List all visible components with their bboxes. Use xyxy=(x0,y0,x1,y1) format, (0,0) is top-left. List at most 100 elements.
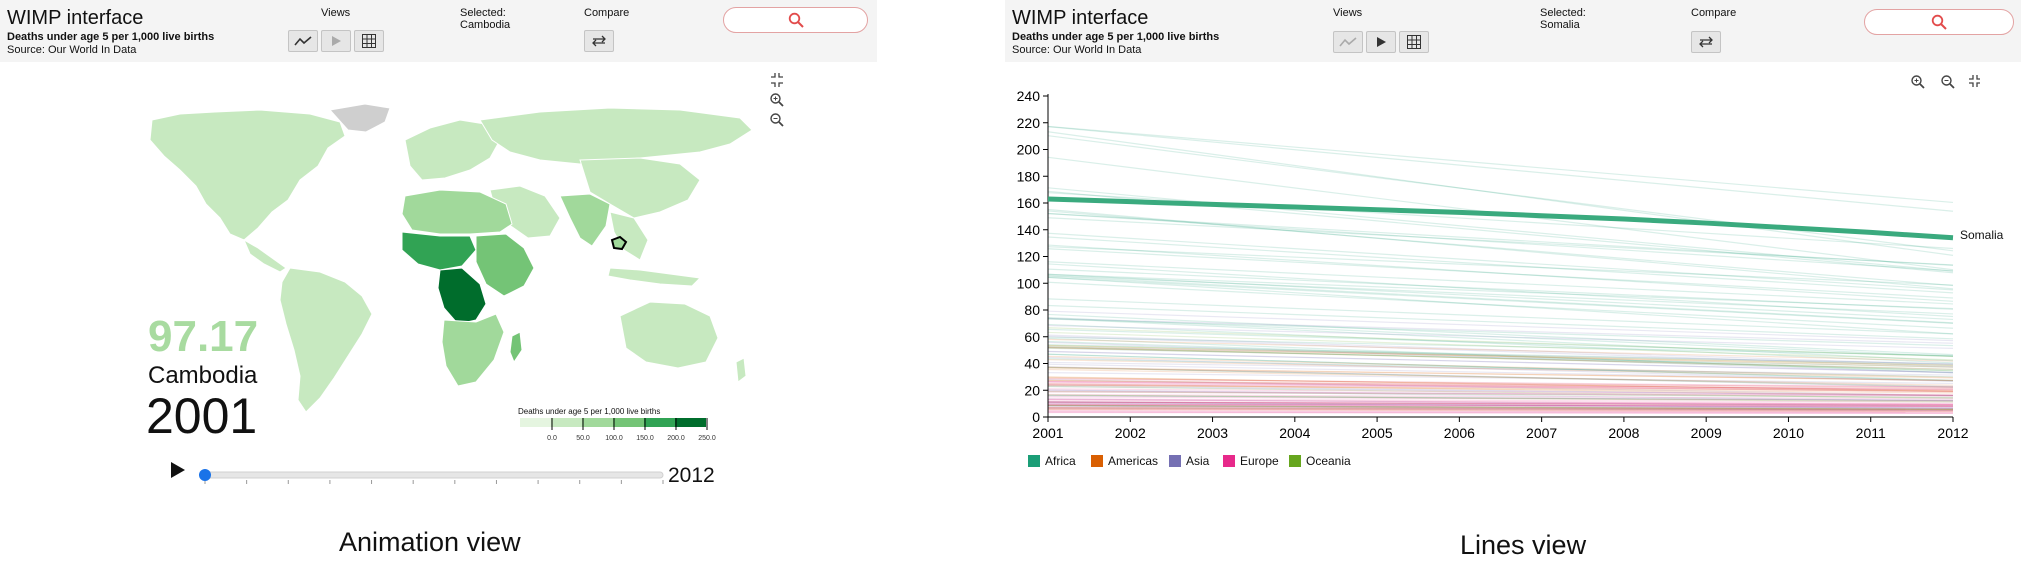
map-south-america[interactable] xyxy=(279,267,373,413)
selected-label: Selected: xyxy=(460,7,506,19)
lines-view-button[interactable] xyxy=(1333,31,1363,53)
y-tick-label: 200 xyxy=(1017,142,1041,158)
map-east-asia[interactable] xyxy=(579,157,701,219)
country-line xyxy=(1047,344,1954,368)
map-legend-tick-label: 50.0 xyxy=(576,435,590,442)
x-tick-label: 2003 xyxy=(1197,425,1228,441)
map-australia[interactable] xyxy=(619,301,719,369)
map-new-zealand[interactable] xyxy=(735,357,747,383)
zoom-in-icon[interactable] xyxy=(770,93,784,107)
map-north-america[interactable] xyxy=(149,109,346,241)
current-country: Cambodia xyxy=(148,362,258,389)
country-line xyxy=(1047,385,1954,399)
country-line xyxy=(1047,380,1954,393)
country-line xyxy=(1047,383,1954,390)
views-label: Views xyxy=(1333,7,1363,19)
legend-swatch xyxy=(1289,455,1301,467)
slider-track[interactable] xyxy=(204,471,664,479)
map-west-africa[interactable] xyxy=(401,231,477,271)
x-tick-label: 2007 xyxy=(1526,425,1557,441)
map-east-africa[interactable] xyxy=(475,233,535,297)
year-slider[interactable] xyxy=(195,466,670,492)
search-box[interactable] xyxy=(1864,9,2014,35)
table-icon xyxy=(362,34,376,48)
compare-button[interactable] xyxy=(1691,31,1721,53)
country-line xyxy=(1047,376,1954,392)
x-tick-label: 2011 xyxy=(1856,425,1886,441)
map-southern-africa[interactable] xyxy=(441,313,505,387)
map-south-asia[interactable] xyxy=(559,193,611,247)
map-cambodia[interactable] xyxy=(610,235,628,251)
compare-label: Compare xyxy=(584,7,630,19)
map-greenland[interactable] xyxy=(329,103,391,133)
legend-item-africa[interactable]: Africa xyxy=(1028,454,1076,468)
country-line xyxy=(1047,379,1954,391)
country-line xyxy=(1047,366,1954,388)
map-central-america[interactable] xyxy=(242,238,287,273)
views-label: Views xyxy=(321,7,351,19)
lines-view-button[interactable] xyxy=(288,30,318,52)
country-line xyxy=(1047,327,1954,358)
x-tick-label: 2008 xyxy=(1608,425,1639,441)
country-line xyxy=(1047,131,1954,256)
slider-handle[interactable] xyxy=(199,469,211,481)
map-southeast-asia[interactable] xyxy=(609,211,649,261)
country-line xyxy=(1047,403,1954,407)
line-chart[interactable]: 0 20 40 60 80 100 120 140 160 180 200 220 240 2001 200… xyxy=(1005,62,2021,442)
animation-view-button[interactable] xyxy=(1366,31,1396,53)
country-line xyxy=(1047,356,1954,383)
highlight-series-line[interactable] xyxy=(1047,196,1954,241)
country-line xyxy=(1047,385,1954,397)
country-line xyxy=(1047,344,1954,367)
country-line xyxy=(1047,405,1954,411)
table-view-button[interactable] xyxy=(354,30,384,52)
country-line xyxy=(1047,404,1954,410)
highlight-series-label: Somalia xyxy=(1960,228,2004,242)
country-line xyxy=(1047,313,1954,356)
zoom-out-icon[interactable] xyxy=(770,113,784,127)
table-view-button[interactable] xyxy=(1399,31,1429,53)
legend-item-asia[interactable]: Asia xyxy=(1169,454,1209,468)
x-tick-label: 2001 xyxy=(1032,425,1063,441)
exit-fullscreen-icon[interactable] xyxy=(771,73,783,87)
country-line xyxy=(1047,310,1954,342)
country-line xyxy=(1047,376,1954,392)
line-chart-icon xyxy=(1339,37,1357,47)
compare-button[interactable] xyxy=(584,30,614,52)
world-choropleth-map[interactable] xyxy=(140,100,760,420)
map-indonesia[interactable] xyxy=(607,267,702,287)
map-central-africa[interactable] xyxy=(437,267,487,325)
country-line xyxy=(1047,358,1954,378)
legend-swatch xyxy=(1169,455,1181,467)
dataset-subtitle: Deaths under age 5 per 1,000 live births xyxy=(7,31,215,43)
country-line xyxy=(1047,318,1954,347)
country-line xyxy=(1047,274,1954,315)
country-line xyxy=(1047,261,1954,305)
country-line xyxy=(1047,401,1954,406)
legend-label: Asia xyxy=(1186,454,1210,468)
animation-view-button[interactable] xyxy=(321,30,351,52)
country-line xyxy=(1047,331,1954,361)
legend-item-oceania[interactable]: Oceania xyxy=(1289,454,1351,468)
legend-item-europe[interactable]: Europe xyxy=(1223,454,1279,468)
zoom-out-icon[interactable] xyxy=(1941,75,1955,89)
country-line xyxy=(1047,366,1954,387)
map-europe[interactable] xyxy=(404,119,501,181)
exit-fullscreen-icon[interactable] xyxy=(1969,75,1980,87)
map-madagascar[interactable] xyxy=(509,331,523,364)
zoom-in-icon[interactable] xyxy=(1911,75,1925,89)
country-line xyxy=(1047,393,1954,400)
country-line xyxy=(1047,395,1954,402)
play-button[interactable] xyxy=(168,460,188,480)
map-russia[interactable] xyxy=(479,107,753,165)
country-line xyxy=(1047,389,1954,399)
search-icon xyxy=(788,12,804,28)
legend-item-americas[interactable]: Americas xyxy=(1091,454,1158,468)
country-line xyxy=(1047,384,1954,392)
country-line xyxy=(1047,398,1954,406)
country-line xyxy=(1047,401,1954,406)
caption-animation-view: Animation view xyxy=(339,527,521,557)
search-box[interactable] xyxy=(723,7,868,33)
map-north-africa[interactable] xyxy=(401,189,513,235)
country-line xyxy=(1047,404,1954,409)
